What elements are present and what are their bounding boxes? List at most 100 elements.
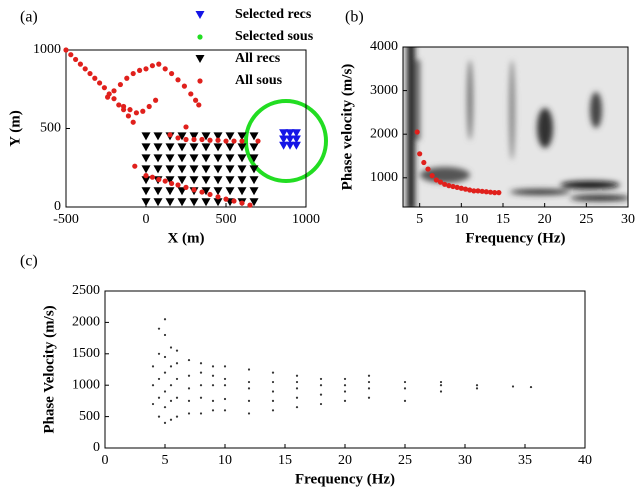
data-point [291, 129, 301, 138]
data-point [223, 196, 229, 202]
data-point [213, 132, 223, 141]
data-point [213, 198, 223, 207]
data-point [223, 409, 227, 412]
data-point [165, 143, 175, 152]
data-point [157, 327, 161, 330]
data-point [163, 371, 167, 374]
y-tick-label: 1000 [370, 170, 398, 185]
dispersion-image [403, 47, 628, 207]
data-point [141, 165, 151, 174]
data-point [199, 362, 203, 365]
data-point [247, 380, 251, 384]
plot-frame [402, 46, 629, 208]
data-point [189, 143, 199, 152]
data-point [446, 183, 452, 189]
data-point [215, 194, 221, 200]
data-point [153, 132, 163, 141]
data-point [425, 166, 431, 172]
data-point [175, 396, 179, 399]
data-point [249, 198, 259, 207]
data-point [343, 384, 347, 387]
data-point [201, 132, 211, 141]
x-tick-label: 35 [518, 453, 532, 468]
data-point [295, 406, 299, 409]
data-point [141, 187, 151, 196]
data-point [177, 165, 187, 174]
data-point [237, 132, 247, 141]
data-point [177, 198, 187, 207]
data-point [295, 396, 299, 399]
data-point [403, 399, 407, 402]
data-point [285, 135, 295, 144]
data-point [73, 56, 79, 63]
y-tick-label: 0 [54, 199, 61, 214]
x-tick-label: 20 [338, 453, 352, 468]
data-point [189, 132, 199, 141]
data-point [211, 399, 215, 402]
data-point [367, 374, 371, 377]
data-point [141, 198, 151, 207]
data-point [68, 52, 74, 58]
y-tick-label: 500 [79, 409, 100, 424]
data-point [492, 190, 498, 196]
data-point [247, 202, 253, 208]
data-point [153, 198, 163, 207]
data-point [319, 402, 323, 406]
data-point [177, 176, 187, 185]
x-tick-label: 15 [496, 212, 510, 227]
data-point [475, 384, 479, 387]
data-point [223, 384, 227, 387]
data-point [187, 358, 191, 362]
data-point [285, 129, 295, 138]
data-point [63, 47, 69, 53]
data-point [121, 103, 127, 110]
data-point [483, 189, 489, 195]
data-point [285, 141, 295, 150]
data-point [343, 390, 347, 393]
data-point [187, 399, 191, 402]
x-tick-label: 5 [416, 212, 423, 227]
data-point [199, 189, 205, 195]
data-point [189, 176, 199, 185]
data-point [223, 397, 227, 401]
data-point [165, 165, 175, 174]
data-point [153, 143, 163, 152]
x-tick-label: -500 [53, 212, 79, 227]
data-point [175, 415, 179, 418]
data-point [153, 97, 159, 103]
data-point [231, 198, 237, 204]
data-point [191, 136, 197, 143]
data-point [175, 182, 181, 188]
panel-label: (c) [20, 253, 38, 270]
x-tick-label: 25 [579, 212, 593, 227]
data-point [157, 415, 161, 418]
data-point [141, 176, 151, 185]
data-point [163, 421, 167, 424]
data-point [169, 346, 173, 349]
x-tick-label: 40 [578, 453, 592, 468]
legend-label: All sous [235, 73, 283, 88]
data-point [417, 151, 423, 157]
data-point [183, 124, 189, 130]
data-point [193, 97, 199, 103]
data-point [157, 396, 161, 399]
x-tick-label: 20 [538, 212, 552, 227]
data-point [319, 393, 323, 396]
x-tick-label: 10 [454, 212, 468, 227]
y-tick-label: 4000 [370, 39, 398, 54]
data-point [295, 387, 299, 390]
data-point [279, 129, 289, 138]
data-point [223, 138, 229, 144]
data-point [177, 187, 187, 196]
data-point [479, 188, 485, 194]
data-point [143, 66, 149, 72]
data-point [175, 77, 181, 83]
data-point [163, 390, 167, 393]
data-point [111, 96, 117, 102]
data-point [249, 132, 259, 141]
data-point [471, 188, 477, 194]
data-point [87, 70, 93, 77]
data-point [143, 173, 149, 179]
data-point [237, 187, 247, 196]
